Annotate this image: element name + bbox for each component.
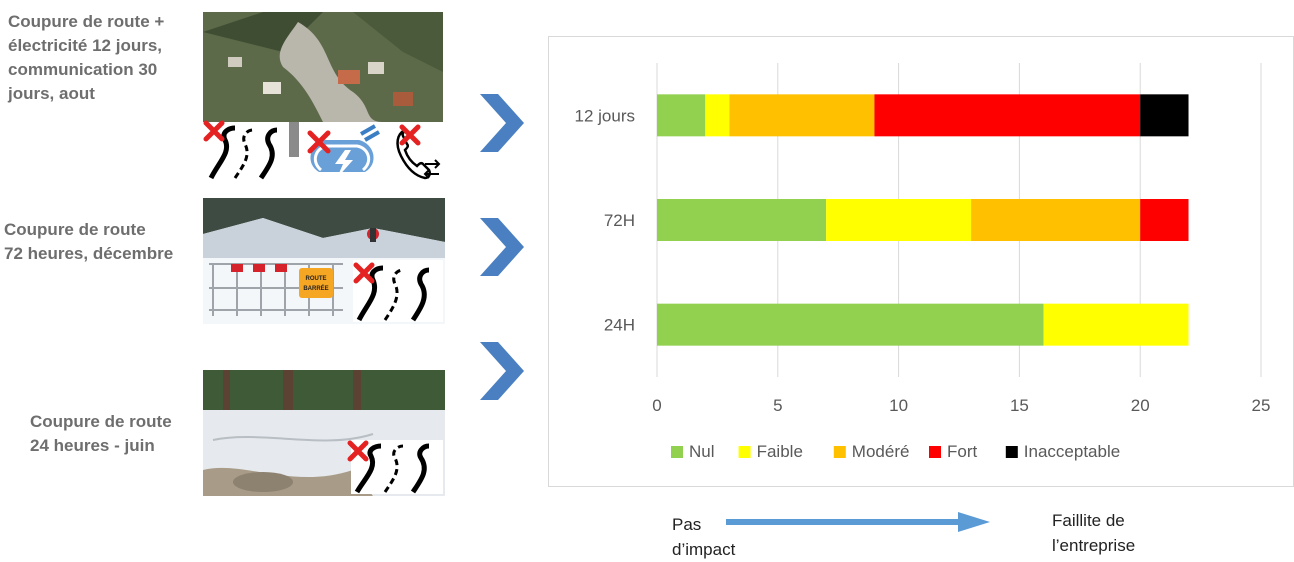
x-tick-label: 25 <box>1252 396 1271 415</box>
legend-label: Faible <box>757 442 803 461</box>
photo-snow-barrier: ROUTE BARRÉE <box>203 198 445 324</box>
bar-segment <box>657 303 1044 346</box>
x-tick-label: 20 <box>1131 396 1150 415</box>
bar-segment <box>1140 94 1189 137</box>
photo-flood-aerial <box>203 12 443 192</box>
flow-arrow-icon <box>726 512 990 532</box>
scenario-caption-24-hours: Coupure de route 24 heures - juin <box>30 412 172 455</box>
y-category-label: 12 jours <box>575 106 635 125</box>
legend-swatch <box>833 446 846 458</box>
road-closed-sign-line2: BARRÉE <box>303 284 328 292</box>
road-closed-sign-line1: ROUTE <box>306 276 327 282</box>
y-category-label: 24H <box>604 316 635 335</box>
cross-icon <box>347 440 369 462</box>
legend-label: Inacceptable <box>1024 442 1120 461</box>
x-tick-label: 0 <box>652 396 661 415</box>
flow-right-label: Faillite de l’entreprise <box>1052 511 1136 555</box>
legend-label: Modéré <box>852 442 910 461</box>
chevron-right-icon <box>480 94 524 152</box>
bar-segment <box>826 199 972 241</box>
chevron-right-icon <box>480 342 524 400</box>
x-tick-label: 10 <box>889 396 908 415</box>
chart-frame: 0 5 10 15 20 25 12 jours 72H 24H Nul Faible Modéré F… <box>548 36 1294 487</box>
impact-bar-chart: 0 5 10 15 20 25 12 jours 72H 24H Nul Faible Modéré F… <box>575 63 1271 461</box>
bar-segment <box>705 94 730 137</box>
legend-swatch <box>1005 446 1018 458</box>
photo-snow-forest <box>203 370 445 496</box>
scenario-caption-12-days: Coupure de route + électricité 12 jours,… <box>8 12 165 103</box>
cross-icon <box>353 262 375 284</box>
bar-segment <box>971 199 1141 241</box>
bar-segment <box>657 94 706 137</box>
x-tick-label: 15 <box>1010 396 1029 415</box>
bar-segment <box>1140 199 1189 241</box>
bar-segment <box>874 94 1141 137</box>
bar-segment <box>729 94 875 137</box>
x-tick-label: 5 <box>773 396 782 415</box>
legend-label: Fort <box>947 442 978 461</box>
cross-icon <box>203 120 225 142</box>
bar-segment <box>1043 303 1189 346</box>
flow-left-label: Pas d’impact <box>672 515 736 559</box>
legend-swatch <box>738 446 751 458</box>
chevron-right-icon <box>480 218 524 276</box>
legend-swatch <box>671 446 683 458</box>
cross-icon <box>307 130 331 154</box>
bar-segment <box>657 199 827 241</box>
cross-icon <box>399 124 421 146</box>
y-category-label: 72H <box>604 211 635 230</box>
road-icon <box>351 440 443 494</box>
legend-swatch <box>929 446 941 458</box>
legend-label: Nul <box>689 442 715 461</box>
scenario-caption-72-hours: Coupure de route 72 heures, décembre <box>4 220 174 263</box>
road-icon <box>205 122 289 180</box>
